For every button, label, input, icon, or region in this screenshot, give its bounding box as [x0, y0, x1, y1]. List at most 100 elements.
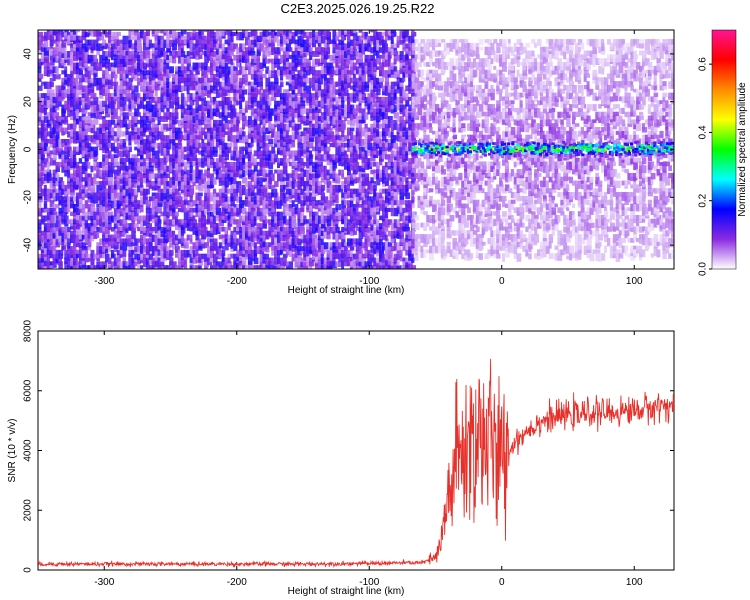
heatmap-cell	[90, 165, 94, 173]
heatmap-cell	[52, 223, 56, 228]
heatmap-cell	[78, 158, 83, 164]
heatmap-cell	[64, 100, 70, 109]
heatmap-cell	[335, 211, 339, 216]
heatmap-cell	[99, 169, 105, 177]
heatmap-cell	[122, 35, 126, 45]
heatmap-cell	[157, 30, 161, 33]
heatmap-cell	[43, 173, 48, 181]
heatmap-cell	[306, 146, 310, 153]
heatmap-cell	[113, 81, 119, 90]
heatmap-cell	[122, 181, 128, 189]
heatmap-cell	[131, 196, 135, 202]
heatmap-cell	[122, 215, 127, 225]
heatmap-cell	[96, 112, 100, 120]
heatmap-cell	[93, 39, 99, 44]
heatmap-cell	[344, 177, 348, 185]
heatmap-cell	[244, 58, 250, 63]
heatmap-cell	[212, 104, 216, 109]
heatmap-cell	[52, 39, 58, 44]
heatmap-cell	[105, 77, 110, 85]
heatmap-cell	[99, 238, 105, 246]
heatmap-cell	[110, 96, 116, 105]
heatmap-cell	[40, 96, 44, 105]
heatmap-cell	[84, 138, 89, 148]
heatmap-cell	[64, 161, 69, 171]
heatmap-cell	[212, 73, 216, 81]
heatmap-cell	[93, 30, 98, 36]
heatmap-cell	[64, 215, 69, 221]
heatmap-cell	[87, 238, 92, 248]
heatmap-cell	[224, 226, 228, 235]
heatmap-cell	[40, 158, 45, 163]
heatmap-cell	[107, 135, 111, 143]
heatmap-cell	[145, 188, 150, 195]
heatmap-cell	[256, 54, 260, 62]
heatmap-cell	[70, 31, 76, 41]
heatmap-cell	[38, 131, 43, 139]
heatmap-cell	[75, 253, 81, 258]
heatmap-cell	[107, 35, 112, 43]
heatmap-cell	[46, 188, 52, 195]
heatmap-cell	[236, 112, 240, 117]
heatmap-cell	[303, 234, 307, 243]
heatmap-cell	[55, 238, 61, 245]
heatmap-cell	[268, 119, 272, 129]
heatmap-cell	[110, 66, 116, 72]
heatmap-cell	[151, 96, 155, 103]
heatmap-cell	[344, 58, 348, 63]
heatmap-cell	[346, 138, 350, 148]
heatmap-cell	[81, 93, 86, 98]
heatmap-cell	[67, 188, 72, 195]
heatmap-cell	[352, 30, 357, 34]
heatmap-cell	[40, 43, 46, 48]
heatmap-cell	[67, 230, 72, 239]
heatmap-cell	[49, 261, 54, 266]
heatmap-cell	[110, 154, 115, 163]
heatmap-cell	[300, 35, 304, 43]
heatmap-cell	[352, 35, 357, 41]
heatmap-cell	[250, 226, 254, 233]
heatmap-cell	[250, 108, 255, 115]
heatmap-cell	[81, 161, 87, 170]
heatmap-cell	[344, 184, 347, 193]
heatmap-cell	[253, 158, 258, 165]
heatmap-cell	[326, 43, 330, 52]
heatmap-cell	[81, 257, 85, 265]
heatmap-cell	[87, 77, 92, 84]
heatmap-cell	[312, 93, 315, 98]
heatmap-cell	[122, 96, 127, 106]
heatmap-cell	[52, 203, 57, 208]
heatmap-cell	[46, 30, 51, 32]
heatmap-cell	[43, 93, 48, 98]
heatmap-cell	[72, 135, 77, 143]
heatmap-cell	[67, 207, 71, 212]
heatmap-cell	[227, 142, 233, 148]
heatmap-cell	[70, 47, 75, 52]
heatmap-cell	[125, 81, 129, 90]
heatmap-cell	[107, 261, 112, 268]
heatmap-cell	[279, 257, 284, 266]
heatmap-cell	[107, 177, 113, 186]
heatmap-cell	[338, 184, 342, 191]
heatmap-cell	[227, 96, 231, 103]
heatmap-cell	[154, 58, 158, 67]
heatmap-cell	[90, 104, 96, 114]
heatmap-cell	[294, 54, 298, 61]
heatmap-cell	[61, 81, 65, 91]
heatmap-cell	[122, 131, 128, 137]
heatmap-cell	[215, 43, 220, 49]
heatmap-cell	[72, 158, 77, 167]
heatmap-cell	[38, 31, 43, 37]
heatmap-cell	[67, 35, 73, 44]
heatmap-cell	[55, 112, 60, 121]
heatmap-cell	[90, 219, 95, 226]
heatmap-cell	[271, 215, 275, 223]
heatmap-cell	[38, 158, 42, 165]
heatmap-cell	[72, 54, 79, 62]
heatmap-cell	[212, 146, 218, 153]
heatmap-cell	[192, 249, 196, 258]
heatmap-cell	[309, 31, 313, 39]
heatmap-cell	[116, 43, 122, 51]
heatmap-cell	[166, 188, 170, 194]
heatmap-cell	[116, 249, 120, 256]
